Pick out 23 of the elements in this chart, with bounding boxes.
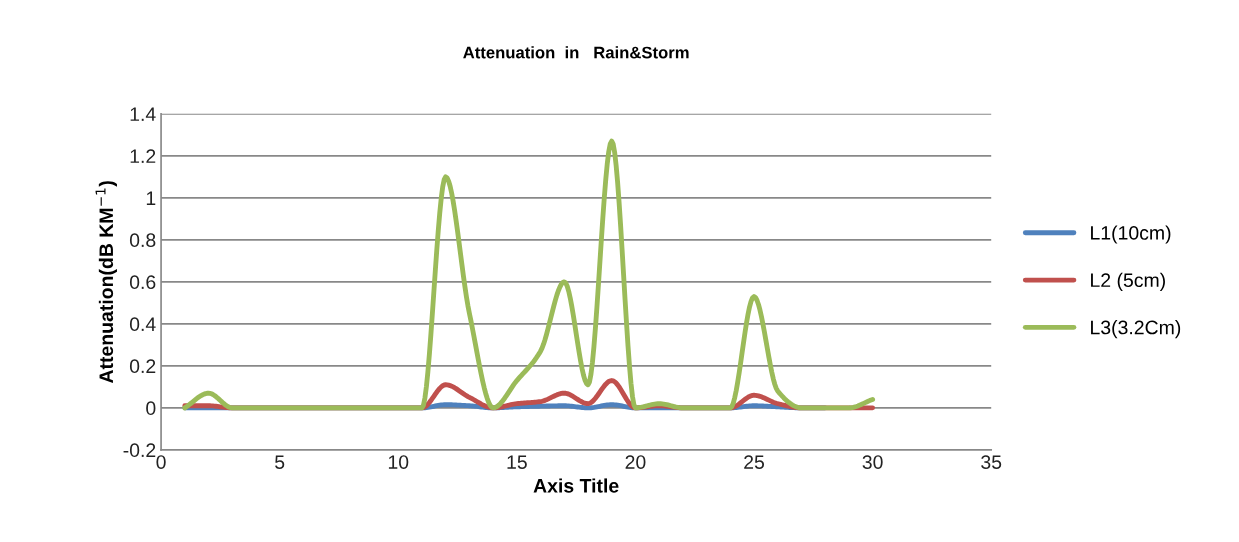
x-tick-label: 25: [744, 455, 765, 469]
x-tick-label: 20: [625, 455, 646, 469]
legend-label: L1(10cm): [1091, 225, 1171, 244]
x-tick-label: 0: [156, 455, 166, 469]
y-tick-label: 0.6: [129, 275, 156, 290]
x-axis-title: Axis Title: [533, 478, 619, 493]
y-axis-title: Attenuation(dB KM$^{−1}$): [95, 181, 117, 384]
x-tick-label: 30: [862, 455, 883, 469]
legend-label: L3(3.2Cm): [1091, 320, 1181, 339]
y-tick-label: 0.4: [129, 317, 156, 332]
y-tick-label: 1.2: [130, 149, 156, 163]
y-tick-label: 1.4: [130, 107, 156, 121]
y-tick-label: 0.2: [129, 359, 156, 374]
x-tick-label: 10: [388, 455, 409, 469]
x-tick-label: 35: [981, 455, 1002, 469]
y-tick-label: 1: [146, 191, 156, 205]
x-tick-label: 5: [275, 455, 285, 469]
y-tick-label: 0.8: [129, 233, 156, 248]
legend-label: L2 (5cm): [1091, 272, 1165, 291]
x-tick-label: 15: [507, 455, 527, 469]
y-tick-label: 0: [146, 401, 156, 416]
y-tick-label: -0.2: [123, 443, 156, 458]
chart-title: Attenuation in Rain&Storm: [463, 46, 689, 59]
